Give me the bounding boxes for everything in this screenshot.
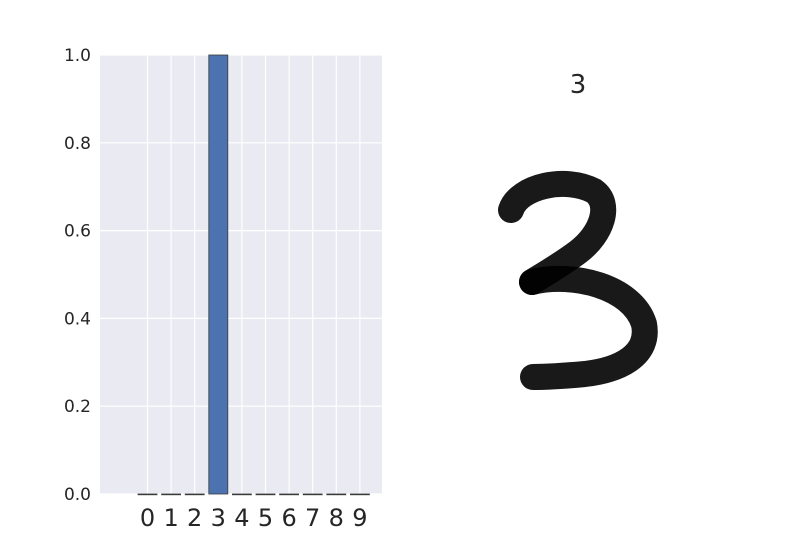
x-tick-label-8: 8 — [329, 504, 344, 532]
x-tick-label-6: 6 — [281, 504, 296, 532]
bar-9 — [349, 493, 370, 496]
bar-0 — [137, 493, 158, 496]
digit-image-panel: 3 — [498, 70, 658, 390]
digit-title: 3 — [570, 70, 587, 100]
bar-5 — [255, 493, 276, 496]
bar-1 — [161, 493, 182, 496]
y-tick-label-4: 0.8 — [64, 134, 91, 154]
bar-2 — [184, 493, 205, 496]
grid-lines — [100, 54, 382, 495]
y-tick-label-5: 1.0 — [64, 46, 91, 66]
bar-3 — [208, 54, 229, 495]
x-tick-label-2: 2 — [187, 504, 202, 532]
bar-7 — [302, 493, 323, 496]
x-tick-label-4: 4 — [234, 504, 249, 532]
plot-background — [100, 55, 382, 494]
y-tick-label-1: 0.2 — [64, 397, 91, 417]
x-tick-label-9: 9 — [352, 504, 367, 532]
y-tick-label-0: 0.0 — [64, 485, 91, 505]
bar-4 — [231, 493, 252, 496]
bar-8 — [326, 493, 347, 496]
handwritten-digit-image — [498, 171, 658, 390]
bar-6 — [279, 493, 300, 496]
x-tick-label-5: 5 — [258, 504, 273, 532]
x-tick-label-0: 0 — [140, 504, 155, 532]
x-tick-label-1: 1 — [163, 504, 178, 532]
x-tick-label-3: 3 — [211, 504, 226, 532]
y-tick-label-3: 0.6 — [64, 222, 91, 242]
x-tick-label-7: 7 — [305, 504, 320, 532]
y-tick-labels: 0.0 0.2 0.4 0.6 0.8 1.0 — [64, 46, 91, 505]
bars — [137, 54, 370, 496]
y-tick-label-2: 0.4 — [64, 309, 91, 329]
